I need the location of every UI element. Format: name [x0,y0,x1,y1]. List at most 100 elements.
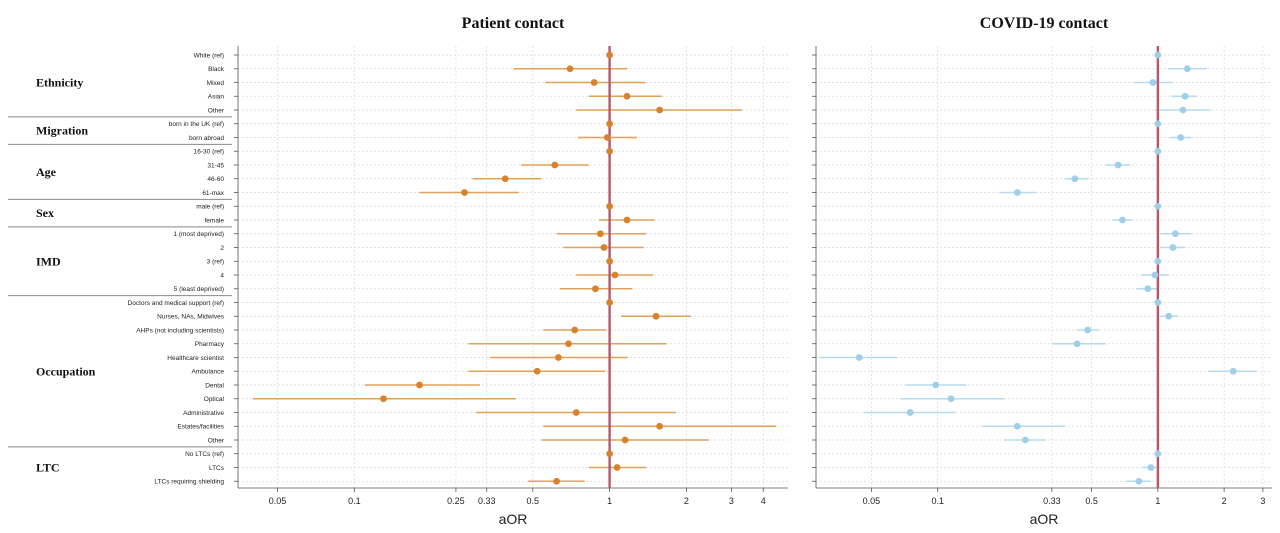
row-label: 3 (ref) [207,259,224,266]
point-estimate [380,395,387,403]
point-estimate [652,312,660,320]
row-label: born in the UK (ref) [169,121,224,128]
point-estimate [1084,326,1092,334]
x-tick-label: 0.5 [527,496,540,506]
point-estimate [1151,271,1159,279]
point-estimate [1154,147,1162,155]
point-estimate [596,230,604,238]
group-label-migration: Migration [36,124,88,138]
x-tick-label: 0.1 [348,496,361,506]
x-tick-label: 3 [729,496,734,506]
x-tick-label: 0.33 [1043,496,1061,506]
panel-title: COVID-19 contact [980,15,1109,32]
group-label-occupation: Occupation [36,364,96,378]
group-label-ethnicity: Ethnicity [36,76,83,90]
point-estimate [1114,161,1122,169]
panel-patient-contact: Patient contact 0.05 0.1 0.25 0.33 0.5 1 2 3 4 aOR [234,15,788,527]
row-label: 16-30 (ref) [194,149,224,156]
point-estimate [623,92,631,100]
point-estimate [1144,285,1152,293]
point-estimate [932,381,940,389]
point-estimate [1021,436,1029,444]
point-estimate [416,381,423,389]
x-tick-label: 4 [761,496,766,506]
point-estimate [1177,134,1185,141]
row-label: 5 (least deprived) [174,286,224,293]
point-estimate [551,161,559,169]
group-label-ltc: LTC [36,461,60,475]
point-estimate [566,65,574,73]
x-tick-label: 0.05 [269,496,287,506]
point-estimate [1118,216,1126,224]
point-estimate [553,477,561,485]
point-estimate [1154,450,1162,458]
point-estimate [572,409,580,416]
row-label: Ambulance [191,369,224,376]
x-tick-label: 0.05 [863,496,881,506]
row-label: 61-max [202,190,224,197]
point-estimate [600,244,608,251]
point-estimate [656,106,664,114]
point-estimate [606,257,614,265]
row-label: Doctors and medical support (ref) [128,300,224,307]
row-label: Other [208,107,225,114]
row-label: Estates/facilities [177,424,224,431]
row-label: Dental [205,382,224,389]
point-estimate [1169,244,1177,251]
point-estimate [606,120,614,128]
point-estimate [603,134,611,141]
point-estimate [613,464,621,471]
row-label: male (ref) [196,204,224,211]
point-estimate [1165,312,1173,320]
row-label: Pharmacy [195,341,225,348]
point-estimate [656,422,664,430]
point-estimate [1154,202,1162,210]
x-tick-label: 1 [1155,496,1160,506]
point-estimate [1073,340,1081,348]
point-estimate [590,79,598,86]
point-estimate [621,436,629,444]
row-label: Nurses, NAs, Midwives [157,314,225,321]
row-label: 2 [220,245,224,252]
point-estimate [571,326,579,334]
x-tick-label: 0.25 [447,496,465,506]
row-label: Other [208,437,225,444]
x-tick-label: 0.1 [931,496,944,506]
row-label: born abroad [189,135,224,142]
point-estimate [947,395,955,403]
point-estimate [855,354,863,361]
row-label: No LTCs (ref) [185,451,224,458]
row-label: White (ref) [194,52,224,59]
row-label: Asian [208,94,225,101]
point-estimate [623,216,631,224]
point-estimate [1013,189,1021,196]
x-tick-label: 2 [1222,496,1227,506]
panel-covid-contact: COVID-19 contact 0.05 0.1 0.33 0.5 1 2 3 aOR [812,15,1272,527]
row-label: 4 [220,272,224,279]
x-tick-label: 3 [1260,496,1265,506]
point-estimate [533,367,541,375]
point-estimate [1154,299,1162,306]
point-estimate [606,299,614,306]
row-label: female [204,217,224,224]
point-estimate [1147,464,1155,471]
point-estimate [606,51,614,59]
point-estimate [606,147,614,155]
x-tick-label: 0.33 [478,496,496,506]
panel-title: Patient contact [462,15,565,32]
point-estimate [1149,79,1157,86]
point-estimate [592,285,599,293]
row-label: Optical [204,396,225,403]
point-estimate [1013,422,1021,430]
row-label: LTCs [209,465,225,472]
point-estimate [906,409,914,416]
point-estimate [1179,106,1187,114]
group-label-age: Age [36,165,57,179]
point-estimate [565,340,572,348]
point-estimate [501,175,509,183]
point-estimate [606,450,614,458]
row-label: AHPs (not including scientists) [136,327,224,334]
point-estimate [611,271,619,279]
point-estimate [461,189,468,196]
